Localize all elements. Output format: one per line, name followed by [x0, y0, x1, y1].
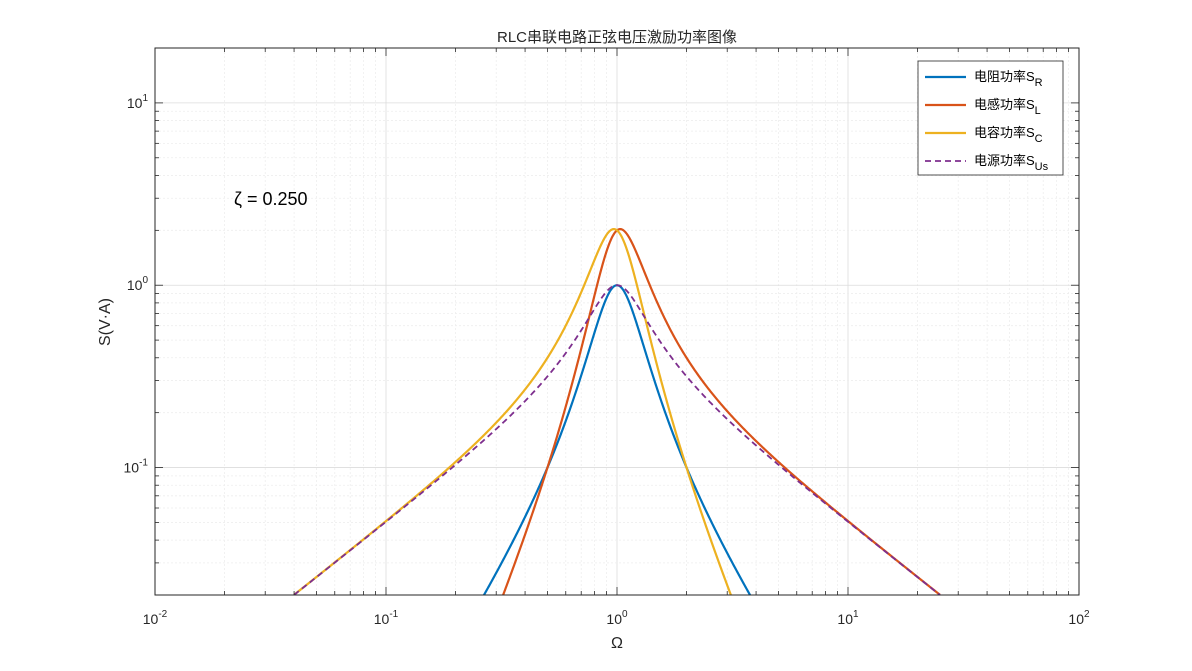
y-tick-labels: 10-1 100 101 — [124, 93, 149, 476]
tick-marks — [154, 47, 1079, 596]
legend-label-R: 电阻功率SR — [974, 69, 1043, 89]
chart-title: RLC串联电路正弦电压激励功率图像 — [497, 29, 737, 46]
y-tick-label: 10-1 — [124, 458, 149, 476]
y-tick-label: 101 — [127, 93, 149, 111]
series-line-Us — [293, 284, 941, 595]
x-axis-title: Ω — [611, 635, 623, 652]
zeta-annotation: ζ = 0.250 — [234, 189, 308, 209]
x-tick-label: 100 — [606, 609, 628, 627]
y-tick-label: 100 — [127, 275, 149, 293]
legend-label-Us: 电源功率SUs — [974, 153, 1049, 173]
x-tick-label: 10-1 — [374, 609, 399, 627]
x-tick-label: 101 — [837, 609, 859, 627]
legend: 电阻功率SR 电感功率SL 电容功率SC 电源功率SUs — [917, 60, 1064, 176]
legend-label-L: 电感功率SL — [974, 97, 1041, 117]
x-tick-label: 102 — [1068, 609, 1090, 627]
legend-box — [917, 60, 1064, 176]
series-lines — [293, 227, 941, 595]
x-tick-label: 10-2 — [143, 609, 168, 627]
y-axis-title: S(V·A) — [97, 298, 114, 346]
series-line-C — [293, 227, 733, 595]
x-tick-labels: 10-2 10-1 100 101 102 — [143, 609, 1090, 627]
grid-lines — [154, 47, 1080, 596]
legend-label-C: 电容功率SC — [974, 125, 1043, 145]
